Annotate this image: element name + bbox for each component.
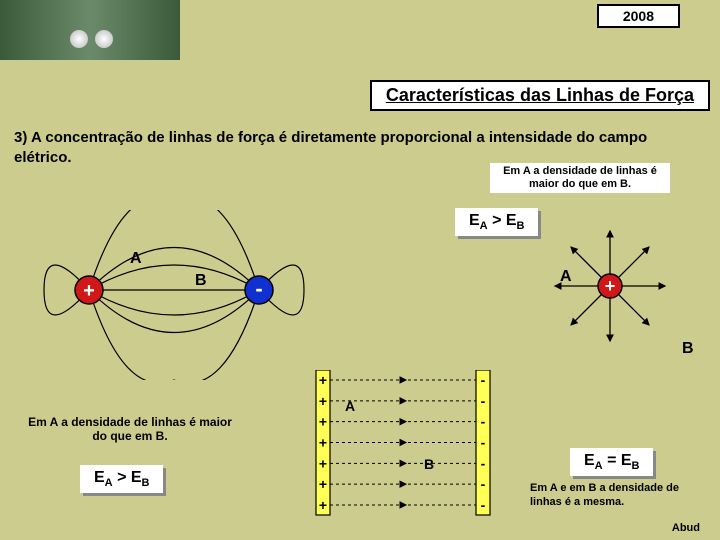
svg-text:+: +	[319, 497, 327, 513]
label-a-dipole: A	[130, 250, 142, 268]
svg-text:-: -	[481, 393, 486, 409]
svg-text:-: -	[481, 435, 486, 451]
footer-author: Abud	[672, 522, 700, 534]
main-statement: 3) A concentração de linhas de força é d…	[14, 128, 706, 167]
note-top-right: Em A a densidade de linhas é maior do qu…	[490, 163, 670, 193]
svg-text:+: +	[319, 372, 327, 388]
label-a-radial: A	[560, 268, 572, 286]
svg-text:+: +	[319, 455, 327, 471]
year-badge: 2008	[597, 4, 680, 28]
note-bottom-right: Em A e em B a densidade de linhas é a me…	[530, 482, 710, 510]
label-b-plates: B	[424, 456, 434, 472]
svg-text:-: -	[481, 455, 486, 471]
formula-gt-1: EA > EB	[455, 208, 538, 236]
label-b-radial: B	[682, 340, 694, 358]
svg-text:+: +	[319, 435, 327, 451]
header-image	[0, 0, 180, 60]
page-title: Características das Linhas de Força	[370, 80, 710, 111]
svg-text:-: -	[255, 276, 262, 301]
dipole-diagram: + -	[24, 210, 324, 380]
svg-text:+: +	[319, 476, 327, 492]
svg-text:-: -	[481, 372, 486, 388]
svg-text:-: -	[481, 414, 486, 430]
svg-text:+: +	[83, 280, 95, 302]
label-a-plates: A	[345, 398, 355, 414]
svg-text:+: +	[319, 414, 327, 430]
note-bottom-left: Em A a densidade de linhas é maior do qu…	[20, 415, 240, 444]
svg-text:+: +	[319, 393, 327, 409]
svg-text:+: +	[605, 276, 616, 296]
formula-eq: EA = EB	[570, 448, 653, 476]
label-b-dipole: B	[195, 272, 207, 290]
svg-text:-: -	[481, 476, 486, 492]
formula-gt-2: EA > EB	[80, 465, 163, 493]
svg-text:-: -	[481, 497, 486, 513]
plates-diagram: + - + - + - + - + - + - + -	[310, 370, 510, 520]
radial-diagram: +	[530, 230, 690, 350]
